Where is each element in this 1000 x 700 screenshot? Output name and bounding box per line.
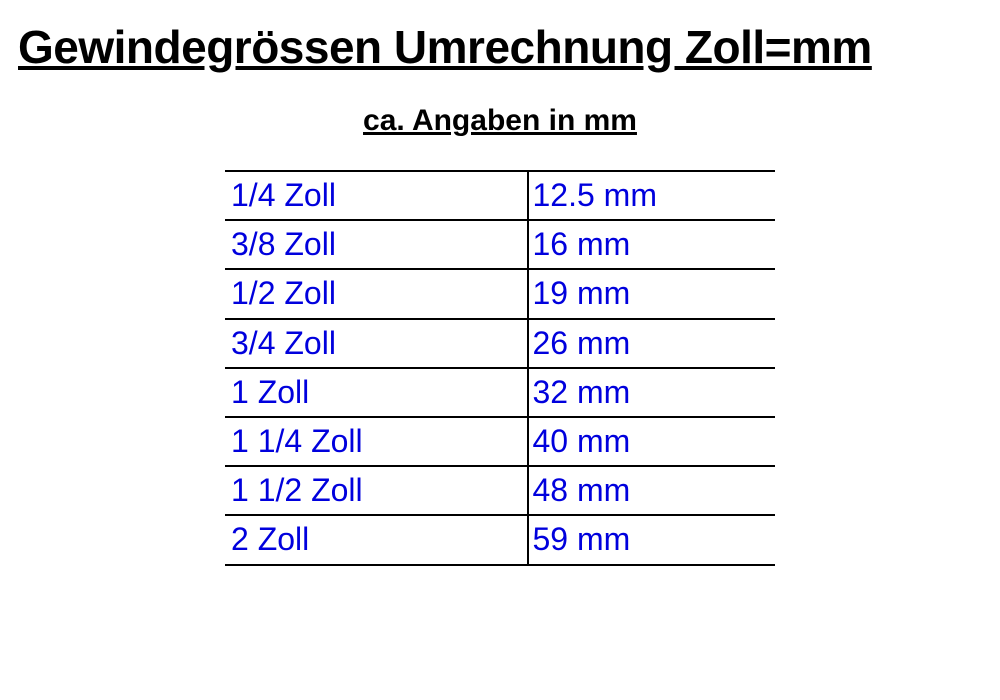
cell-mm: 12.5 mm xyxy=(528,171,776,220)
cell-zoll: 1 1/2 Zoll xyxy=(225,466,528,515)
conversion-table: 1/4 Zoll 12.5 mm 3/8 Zoll 16 mm 1/2 Zoll… xyxy=(225,170,775,566)
cell-zoll: 2 Zoll xyxy=(225,515,528,564)
table-row: 1 1/4 Zoll 40 mm xyxy=(225,417,775,466)
cell-mm: 19 mm xyxy=(528,269,776,318)
table-row: 1 1/2 Zoll 48 mm xyxy=(225,466,775,515)
cell-mm: 16 mm xyxy=(528,220,776,269)
table-row: 3/8 Zoll 16 mm xyxy=(225,220,775,269)
table-row: 1/4 Zoll 12.5 mm xyxy=(225,171,775,220)
cell-zoll: 1/4 Zoll xyxy=(225,171,528,220)
table-row: 3/4 Zoll 26 mm xyxy=(225,319,775,368)
table-row: 1/2 Zoll 19 mm xyxy=(225,269,775,318)
cell-zoll: 3/8 Zoll xyxy=(225,220,528,269)
page-subtitle: ca. Angaben in mm xyxy=(18,104,982,138)
table-row: 2 Zoll 59 mm xyxy=(225,515,775,564)
page-title: Gewindegrössen Umrechnung Zoll=mm xyxy=(18,20,982,74)
cell-zoll: 3/4 Zoll xyxy=(225,319,528,368)
cell-mm: 59 mm xyxy=(528,515,776,564)
cell-zoll: 1/2 Zoll xyxy=(225,269,528,318)
cell-mm: 40 mm xyxy=(528,417,776,466)
cell-mm: 48 mm xyxy=(528,466,776,515)
cell-mm: 26 mm xyxy=(528,319,776,368)
cell-zoll: 1 Zoll xyxy=(225,368,528,417)
table-row: 1 Zoll 32 mm xyxy=(225,368,775,417)
cell-mm: 32 mm xyxy=(528,368,776,417)
cell-zoll: 1 1/4 Zoll xyxy=(225,417,528,466)
